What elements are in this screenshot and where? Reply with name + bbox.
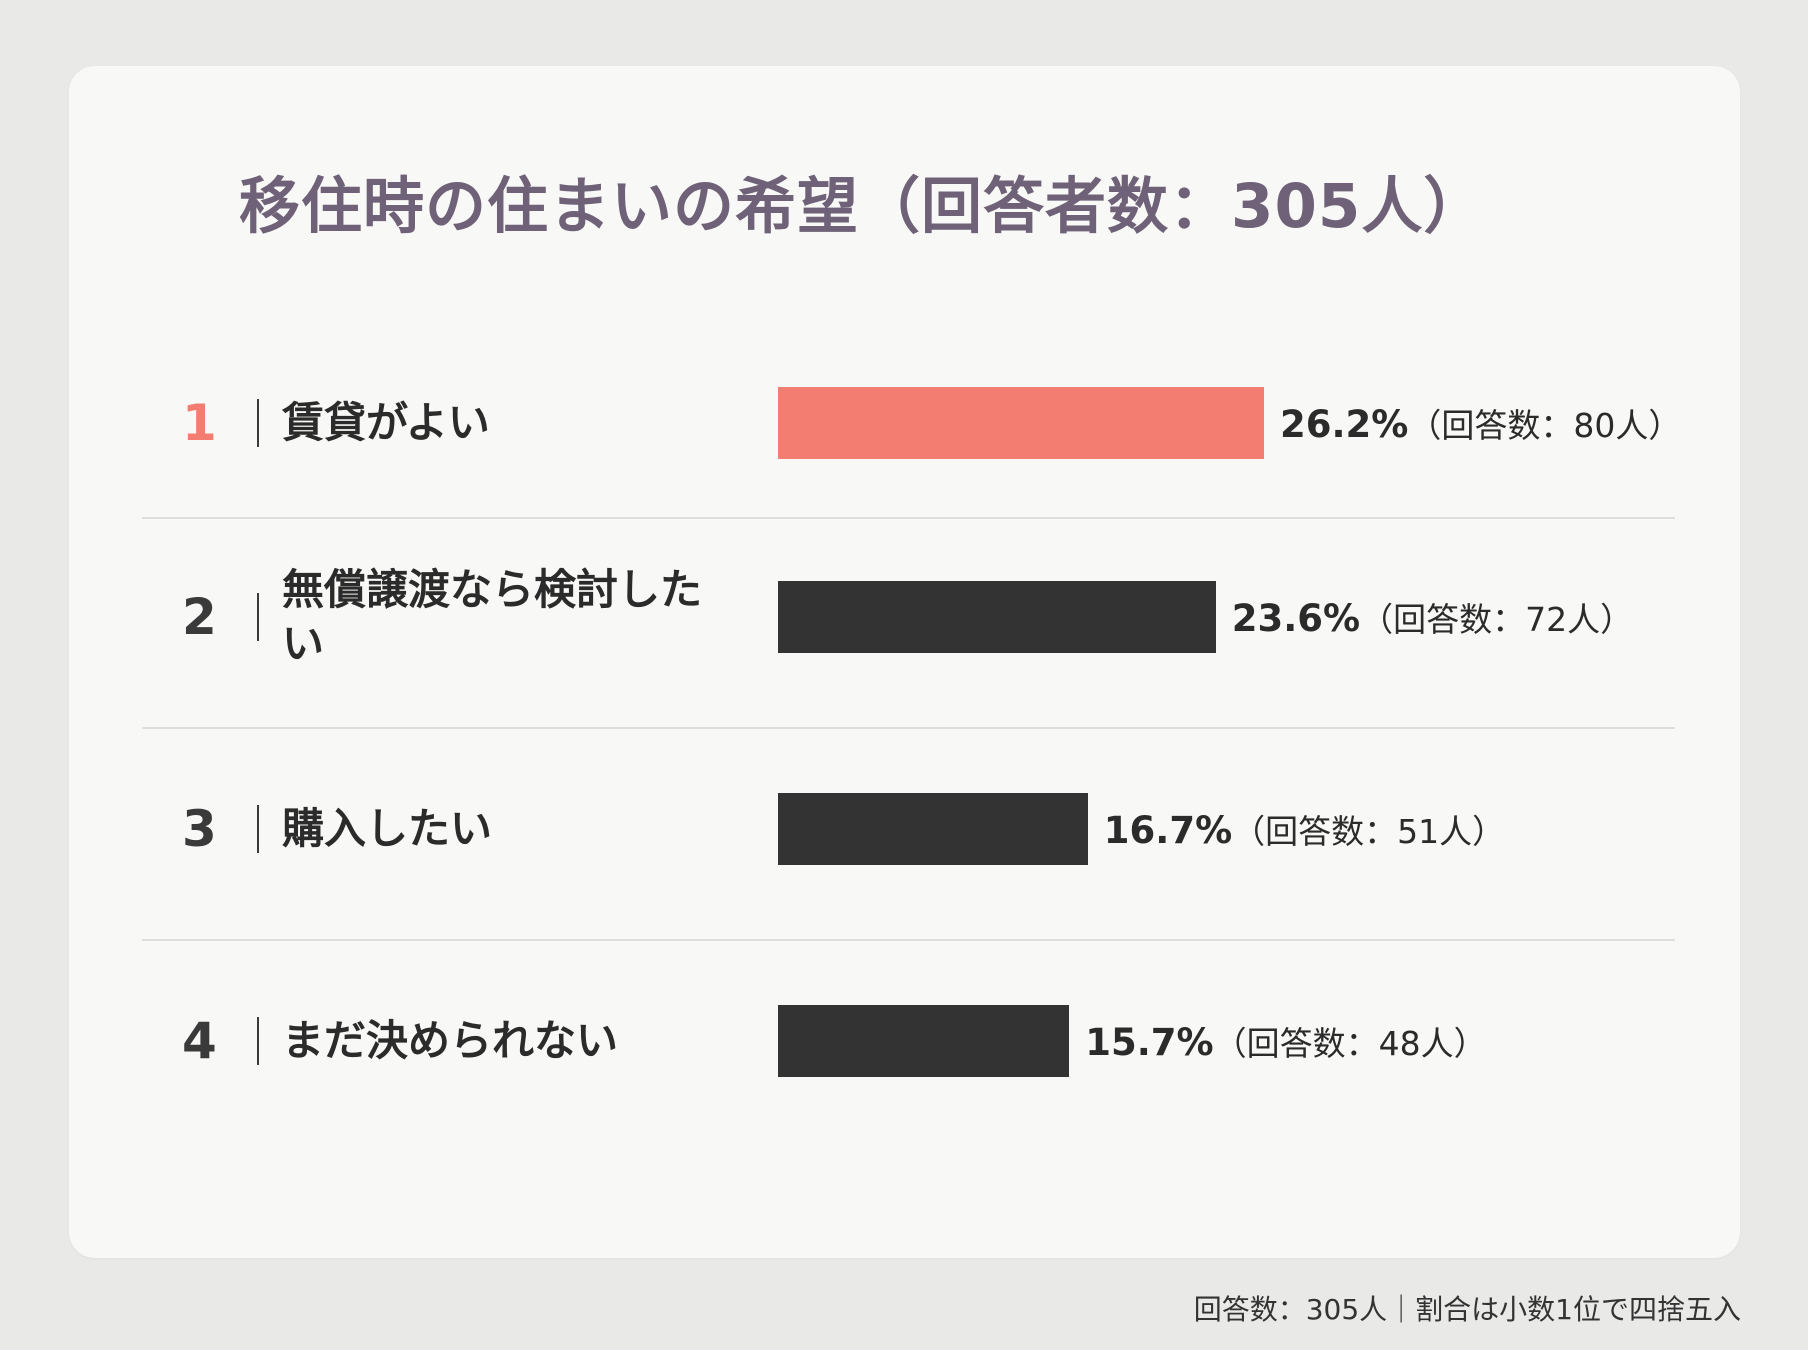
chart-title: 移住時の住まいの希望（回答者数：305人） <box>239 171 1486 242</box>
count-label: （回答数：80人） <box>1408 406 1682 445</box>
value-label: 23.6%（回答数：72人） <box>1232 593 1633 641</box>
percent-label: 26.2% <box>1280 403 1409 446</box>
count-label: （回答数：48人） <box>1213 1024 1487 1063</box>
percent-label: 15.7% <box>1085 1021 1214 1064</box>
row-divider <box>142 517 1675 519</box>
footer-note: 回答数：305人｜割合は小数1位で四捨五入 <box>1193 1293 1741 1326</box>
rank-number: 1 <box>182 394 217 452</box>
rank-number: 3 <box>182 800 217 858</box>
rank-separator <box>257 399 259 447</box>
value-label: 26.2%（回答数：80人） <box>1280 399 1681 447</box>
value-label: 16.7%（回答数：51人） <box>1104 805 1505 853</box>
percent-label: 16.7% <box>1103 809 1233 852</box>
bar <box>778 581 1216 653</box>
rank-number: 2 <box>182 588 217 646</box>
percent-label: 23.6% <box>1231 597 1361 640</box>
category-label: 賃貸がよい <box>282 398 490 448</box>
category-label: 無償譲渡なら検討したい <box>282 565 703 668</box>
rank-separator <box>257 593 259 641</box>
row-divider <box>142 939 1675 941</box>
bar <box>778 793 1088 865</box>
count-label: （回答数：72人） <box>1360 600 1634 639</box>
row-divider <box>142 727 1675 729</box>
bar <box>778 1005 1070 1077</box>
count-label: （回答数：51人） <box>1232 812 1506 851</box>
rank-separator <box>257 805 259 853</box>
value-label: 15.7%（回答数：48人） <box>1085 1017 1486 1065</box>
rank-number: 4 <box>182 1012 217 1070</box>
bar <box>778 387 1264 459</box>
category-label: 購入したい <box>282 804 493 854</box>
category-label: まだ決められない <box>282 1016 619 1066</box>
chart-card: 移住時の住まいの希望（回答者数：305人） 1 賃貸がよい 26.2%（回答数：80… <box>69 66 1740 1258</box>
rank-separator <box>257 1017 259 1065</box>
